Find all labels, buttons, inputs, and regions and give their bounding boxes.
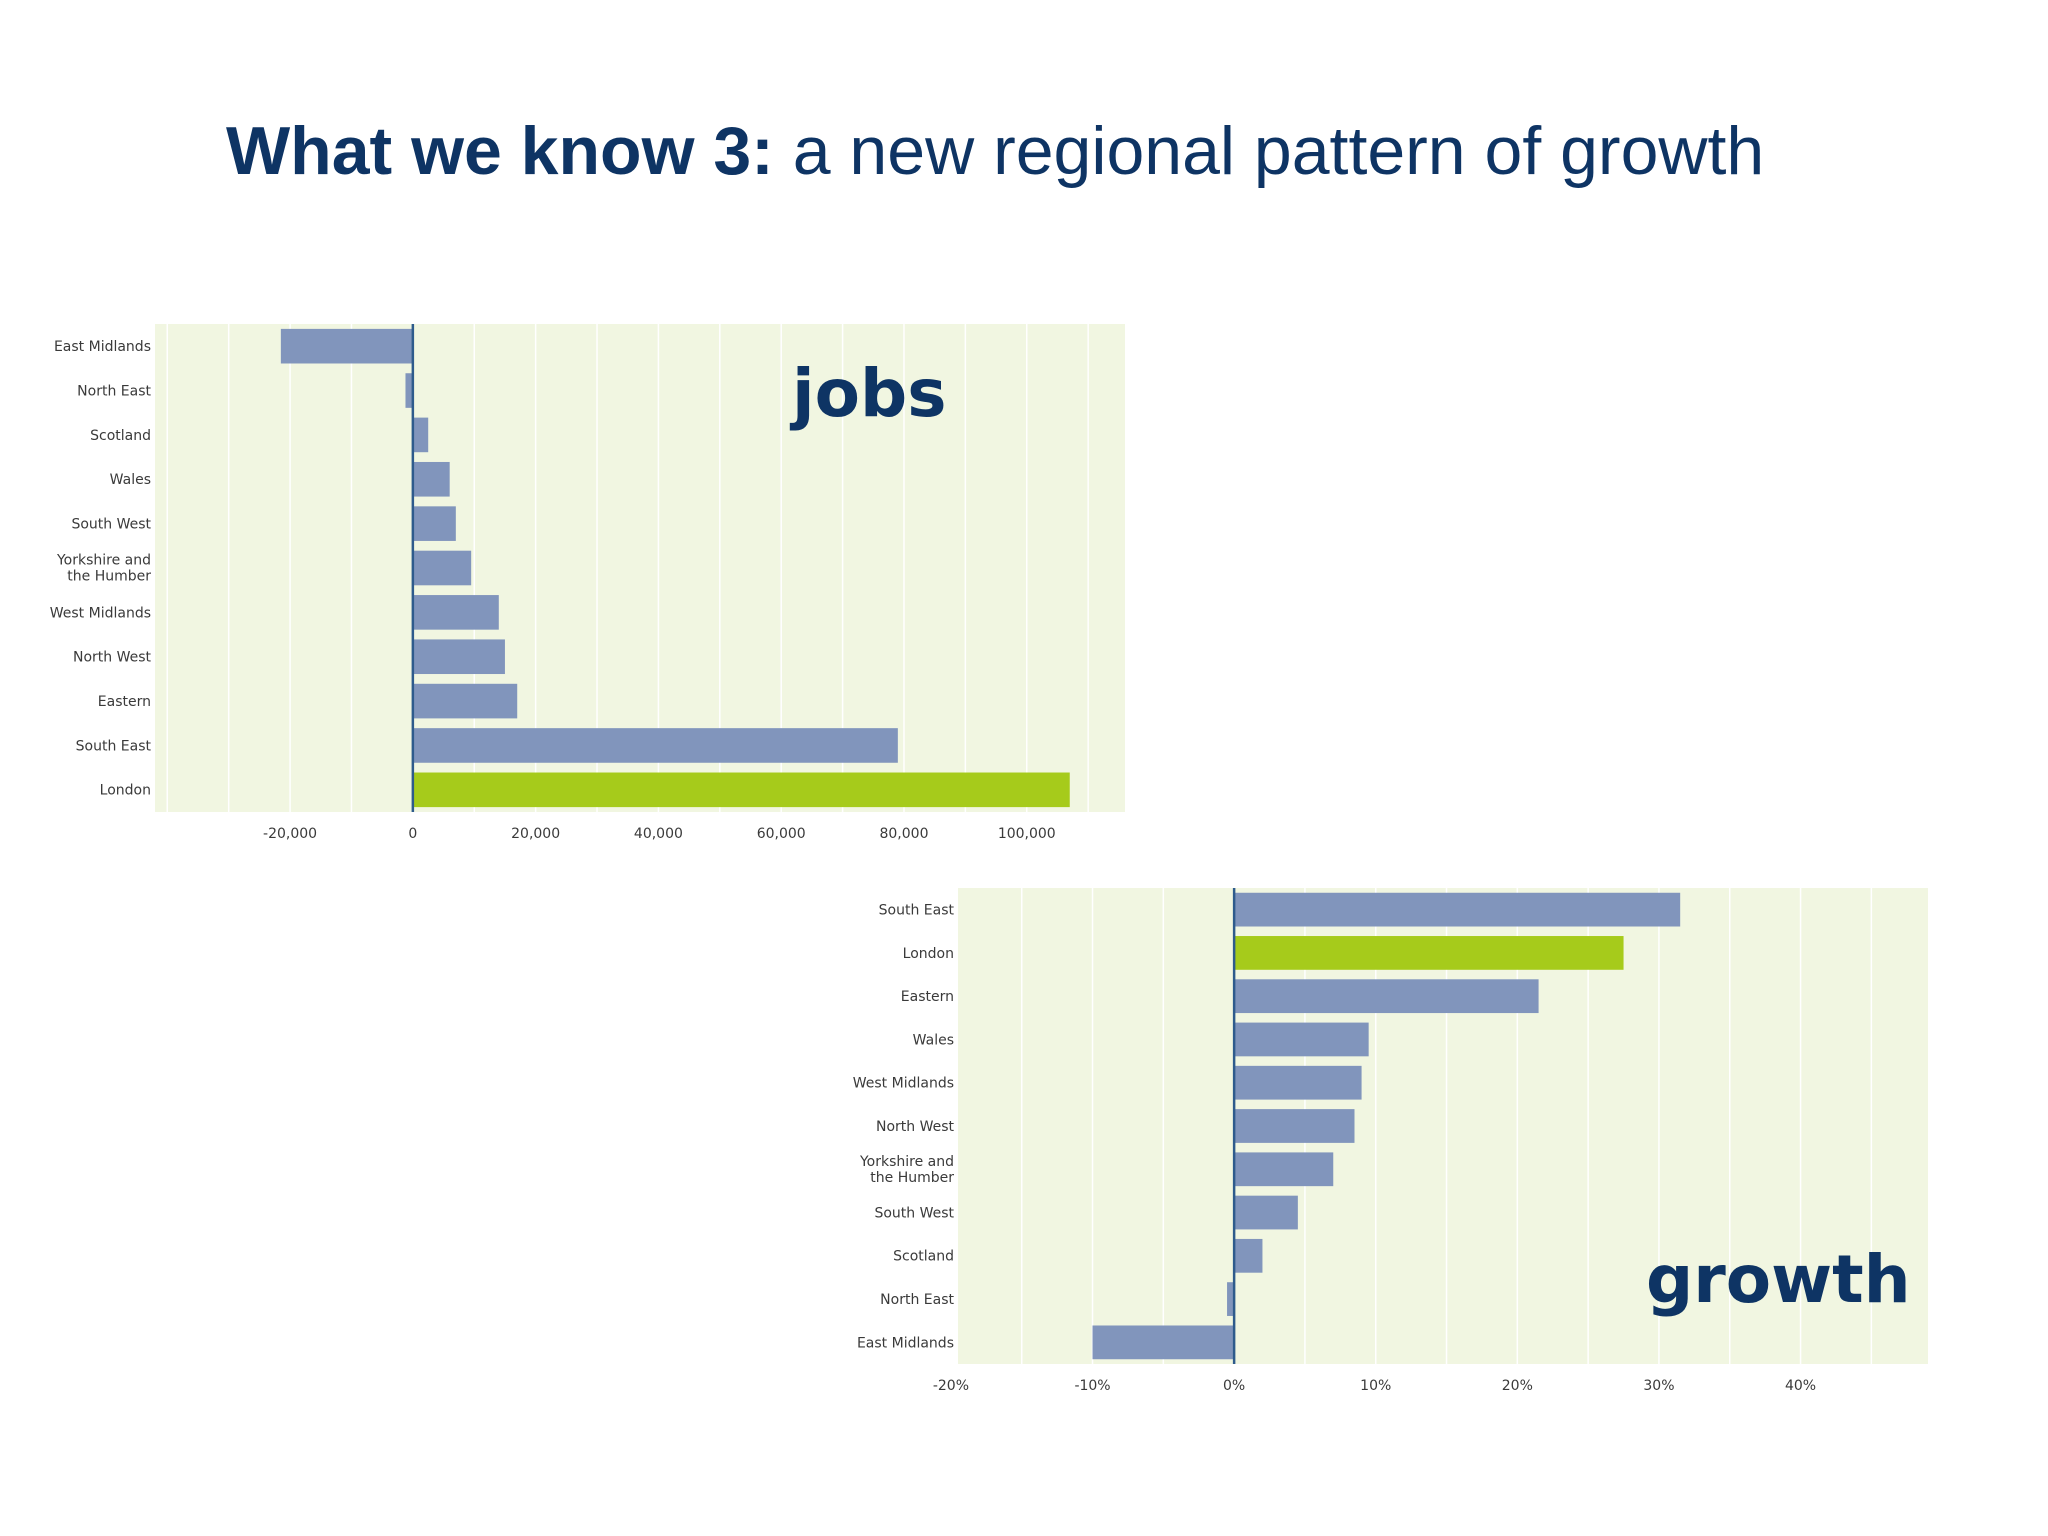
bar-north-west	[412, 639, 505, 675]
bar-south-east	[412, 728, 898, 763]
tick-label: 40%	[1785, 1378, 1816, 1394]
slide-title-bold: What we know 3:	[226, 113, 774, 189]
bar-west-midlands	[412, 595, 499, 630]
bar-eastern	[412, 683, 518, 719]
tick-label: 100,000	[998, 826, 1056, 842]
category-label-eastern: Eastern	[901, 989, 954, 1005]
bar-north-east	[405, 373, 413, 408]
category-label-north-east: North East	[880, 1292, 954, 1308]
category-label-eastern: Eastern	[98, 694, 151, 710]
category-label-north-west: North West	[876, 1119, 955, 1135]
bar-south-west	[1234, 1195, 1298, 1230]
category-label-west-midlands: West Midlands	[50, 605, 151, 621]
bar-east-midlands	[280, 328, 413, 364]
category-label-south-east: South East	[76, 738, 152, 754]
category-label-london: London	[100, 783, 151, 799]
category-label-east-midlands: East Midlands	[857, 1335, 954, 1351]
category-label-north-east: North East	[77, 383, 151, 399]
category-label-scotland: Scotland	[893, 1249, 954, 1265]
tick-label: 40,000	[634, 826, 683, 842]
bar-east-midlands	[1092, 1325, 1235, 1360]
tick-label: 80,000	[879, 826, 928, 842]
tick-label: 0%	[1223, 1378, 1245, 1394]
bar-london	[412, 772, 1070, 808]
bar-yorkshire-and-the-humber	[1234, 1152, 1334, 1187]
bar-north-east	[1227, 1282, 1235, 1316]
bar-wales	[412, 461, 450, 497]
bar-london	[1234, 936, 1624, 970]
category-label-wales: Wales	[110, 472, 151, 488]
category-label-yorkshire-and-the-humber: Yorkshire and the Humber	[859, 1154, 954, 1186]
bar-south-west	[412, 506, 456, 541]
tick-label: -20,000	[263, 826, 317, 842]
bar-eastern	[1234, 979, 1539, 1014]
bar-scotland	[1234, 1238, 1263, 1273]
bar-west-midlands	[1234, 1065, 1362, 1100]
growth-chart: South East London Eastern Wales West Midland…	[853, 888, 1928, 1394]
bar-south-east	[1234, 892, 1681, 927]
category-label-south-west: South West	[874, 1205, 954, 1221]
category-label-east-midlands: East Midlands	[54, 339, 151, 355]
tick-label: -10%	[1074, 1378, 1110, 1394]
category-label-south-east: South East	[879, 903, 955, 919]
category-label-scotland: Scotland	[90, 428, 151, 444]
category-label-west-midlands: West Midlands	[853, 1076, 954, 1092]
jobs-chart: East Midlands North East Scotland Wales Sout…	[50, 324, 1125, 842]
tick-label: 0	[408, 826, 417, 842]
tick-label: 20,000	[511, 826, 560, 842]
bar-scotland	[412, 417, 429, 453]
category-label-london: London	[903, 946, 954, 962]
bar-wales	[1234, 1022, 1369, 1057]
tick-label: 10%	[1360, 1378, 1391, 1394]
category-label-wales: Wales	[913, 1032, 954, 1048]
tick-label: 60,000	[757, 826, 806, 842]
category-label-yorkshire-and-the-humber: Yorkshire and the Humber	[56, 553, 151, 585]
slide-title: What we know 3: a new regional pattern o…	[226, 112, 1764, 190]
tick-label: -20%	[933, 1378, 969, 1394]
chart-label: jobs	[789, 355, 947, 432]
category-label-south-west: South West	[71, 517, 151, 533]
category-label-north-west: North West	[73, 650, 152, 666]
slide-title-rest: a new regional pattern of growth	[773, 113, 1765, 189]
chart-label: growth	[1646, 1241, 1911, 1318]
tick-label: 20%	[1502, 1378, 1533, 1394]
bar-north-west	[1234, 1109, 1355, 1143]
bar-yorkshire-and-the-humber	[412, 550, 472, 586]
tick-label: 30%	[1643, 1378, 1674, 1394]
